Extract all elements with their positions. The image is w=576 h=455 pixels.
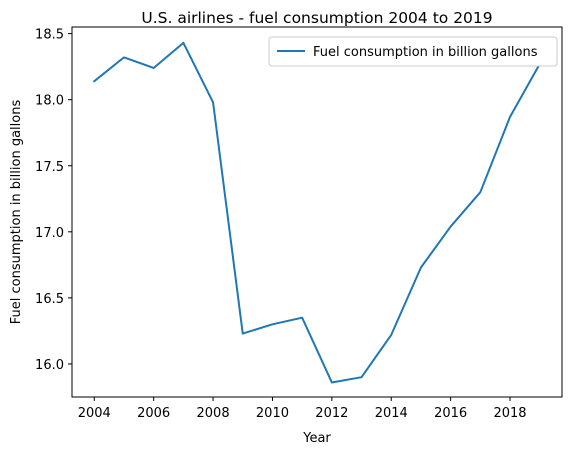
x-tick-label: 2016	[434, 406, 467, 421]
legend-box	[268, 36, 558, 67]
x-axis-title: Year	[302, 431, 331, 446]
y-tick-label: 16.5	[35, 292, 64, 307]
y-tick-label: 18.5	[35, 28, 64, 43]
x-axis: 2004 2006 2008 2010 2012 2014 2016 2018	[78, 397, 527, 421]
x-tick-label: 2010	[256, 406, 289, 421]
x-tick-label: 2018	[493, 406, 526, 421]
y-tick-label: 16.0	[35, 358, 64, 373]
plot-area	[71, 26, 563, 398]
x-tick-label: 2014	[375, 406, 408, 421]
series-layer	[92, 41, 542, 384]
x-tick-label: 2004	[78, 406, 111, 421]
y-axis-title: Fuel consumption in billion gallons	[9, 100, 24, 325]
series-line	[92, 41, 542, 384]
chart-title: U.S. airlines - fuel consumption 2004 to…	[141, 9, 492, 27]
y-tick-label: 18.0	[35, 94, 64, 109]
legend-label: Fuel consumption in billion gallons	[313, 45, 538, 60]
x-tick-label: 2008	[197, 406, 230, 421]
y-axis: 16.0 16.5 17.0 17.5 18.0 18.5	[35, 28, 72, 373]
x-tick-label: 2012	[315, 406, 348, 421]
axes-frame	[71, 26, 563, 398]
y-tick-label: 17.0	[35, 226, 64, 241]
legend: Fuel consumption in billion gallons	[268, 36, 558, 67]
x-tick-label: 2006	[137, 406, 170, 421]
y-tick-label: 17.5	[35, 160, 64, 175]
